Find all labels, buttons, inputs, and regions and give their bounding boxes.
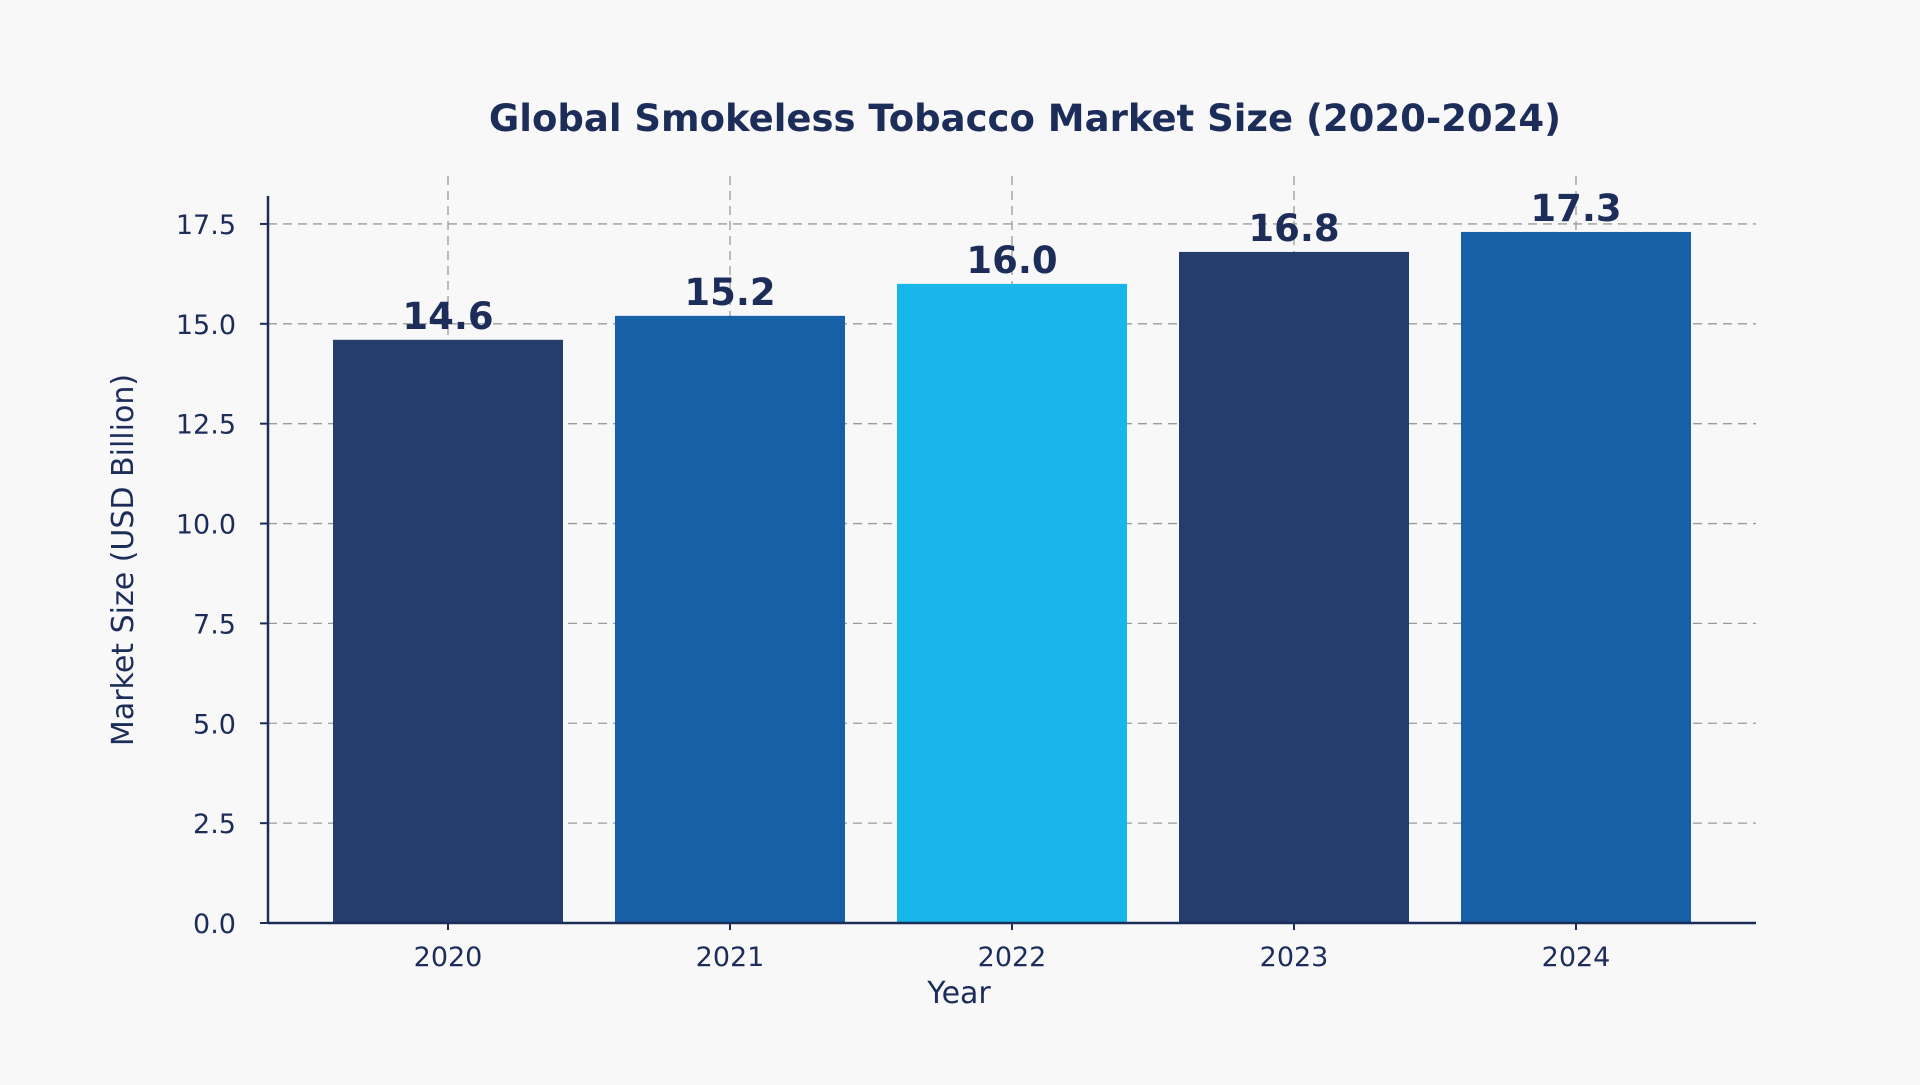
y-axis-label: Market Size (USD Billion) xyxy=(106,374,141,746)
x-tick-label-2022: 2022 xyxy=(978,942,1047,973)
y-tick-label: 5.0 xyxy=(193,709,236,740)
y-tick-label: 7.5 xyxy=(193,609,236,640)
y-tick-label: 10.0 xyxy=(176,510,236,541)
value-label-2024: 17.3 xyxy=(1530,187,1621,230)
value-label-2022: 16.0 xyxy=(966,239,1057,282)
y-tick-label: 17.5 xyxy=(176,210,236,241)
y-tick-label: 0.0 xyxy=(193,909,236,940)
x-tick-label-2021: 2021 xyxy=(696,942,765,973)
x-tick-label-2024: 2024 xyxy=(1542,942,1611,973)
ticks-layer: 2020 2021 2022 2023 2024 0.0 2.5 5.0 7.5 10.0 12.5… xyxy=(176,210,1610,973)
x-tick-label-2023: 2023 xyxy=(1260,942,1329,973)
bar-2020 xyxy=(333,339,563,923)
value-label-2020: 14.6 xyxy=(402,295,493,338)
value-label-2023: 16.8 xyxy=(1248,207,1339,250)
y-tick-label: 15.0 xyxy=(176,310,236,341)
bar-2022 xyxy=(897,283,1127,923)
chart-title: Global Smokeless Tobacco Market Size (20… xyxy=(489,97,1561,140)
x-tick-label-2020: 2020 xyxy=(414,942,483,973)
bar-2021 xyxy=(615,315,845,923)
bar-2023 xyxy=(1179,251,1409,923)
bars-layer xyxy=(333,231,1691,923)
x-axis-label: Year xyxy=(926,976,991,1011)
y-tick-label: 12.5 xyxy=(176,410,236,441)
value-label-2021: 15.2 xyxy=(684,271,775,314)
bar-2024 xyxy=(1461,231,1691,923)
y-tick-label: 2.5 xyxy=(193,809,236,840)
value-labels-layer: 14.6 15.2 16.0 16.8 17.3 xyxy=(402,187,1621,338)
